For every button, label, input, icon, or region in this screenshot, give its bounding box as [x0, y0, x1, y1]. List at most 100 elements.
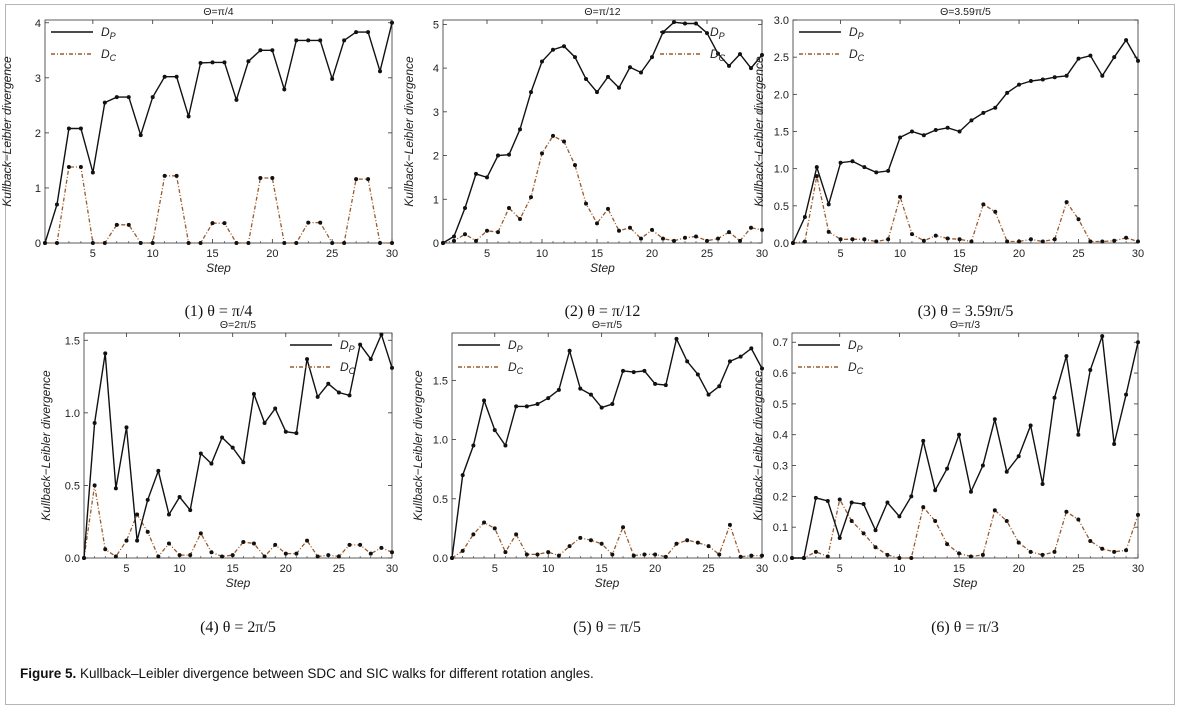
data-point-DP — [166, 512, 171, 517]
data-point-DC — [496, 230, 500, 235]
legend-label-sub: P — [110, 31, 116, 41]
data-point-DP — [162, 74, 167, 79]
data-point-DP — [78, 126, 83, 131]
y-axis-label: Kullback−Leibler divergence — [402, 56, 416, 207]
x-tick-label: 25 — [333, 563, 345, 575]
plot-frame — [44, 19, 393, 244]
data-point-DP — [610, 402, 615, 407]
data-point-DP — [174, 74, 179, 79]
x-tick-label: 25 — [1072, 563, 1084, 575]
x-tick-label: 25 — [326, 248, 338, 260]
data-point-DC — [599, 541, 604, 546]
data-point-DP — [150, 95, 155, 100]
data-point-DP — [188, 508, 193, 513]
data-point-DC — [368, 551, 373, 556]
data-point-DP — [849, 500, 854, 505]
legend-label-DP: DP — [340, 338, 355, 354]
data-point-DC — [198, 531, 203, 536]
y-tick-label: 1.0 — [774, 164, 789, 176]
plot-frame — [451, 332, 763, 559]
data-point-DP — [706, 392, 711, 397]
series-line-DC — [792, 175, 1139, 244]
data-point-DP — [886, 168, 891, 173]
data-point-DC — [336, 554, 341, 559]
data-point-DC — [760, 227, 764, 232]
figure-caption-text: Kullback–Leibler divergence between SDC … — [76, 666, 594, 681]
y-tick-label: 1.5 — [65, 335, 80, 347]
data-point-DC — [825, 554, 830, 559]
data-point-DP — [1124, 38, 1129, 43]
data-point-DC — [727, 522, 732, 527]
data-point-DC — [1064, 200, 1069, 205]
y-tick-label: 0.1 — [773, 522, 788, 534]
data-point-DC — [166, 541, 171, 546]
y-tick-label: 1.5 — [774, 127, 789, 139]
data-point-DP — [342, 38, 347, 43]
data-point-DP — [717, 384, 722, 389]
legend-label-DC: DC — [848, 360, 864, 376]
data-point-DP — [909, 129, 914, 134]
data-point-DC — [813, 549, 818, 554]
legend-label-DC: DC — [849, 47, 865, 63]
data-point-DC — [220, 554, 225, 559]
data-point-DC — [993, 209, 998, 214]
data-point-DP — [82, 556, 86, 560]
legend-label-main: D — [710, 47, 719, 61]
panel-caption: (4) θ = 2π/5 — [200, 619, 276, 636]
legend-label-DC: DC — [710, 47, 726, 63]
data-point-DP — [1076, 432, 1081, 437]
data-point-DC — [1028, 237, 1033, 242]
data-point-DP — [230, 445, 235, 450]
data-point-DP — [760, 52, 764, 57]
data-point-DP — [885, 500, 890, 505]
data-point-DP — [968, 489, 973, 494]
data-point-DC — [282, 241, 287, 245]
data-point-DC — [492, 526, 497, 531]
y-tick-label: 0.0 — [774, 238, 789, 250]
data-point-DP — [126, 95, 131, 100]
data-point-DC — [1124, 548, 1129, 553]
data-point-DC — [610, 552, 615, 557]
data-point-DC — [749, 225, 753, 230]
data-point-DP — [790, 556, 794, 560]
y-tick-label: 0.0 — [65, 553, 80, 565]
data-point-DP — [518, 127, 522, 132]
x-tick-label: 20 — [1013, 248, 1025, 260]
series-line-DC — [45, 166, 392, 244]
data-point-DC — [283, 551, 288, 556]
chart-panel-2: Θ=π/12 5 10 15 20 25 30 0 1 2 3 4 5 Step Kullback−Leib… — [402, 6, 768, 320]
data-point-DC — [1028, 549, 1033, 554]
data-point-DC — [642, 552, 647, 557]
data-point-DP — [1064, 73, 1069, 78]
series-line-DP — [44, 22, 393, 244]
data-point-DC — [945, 542, 950, 547]
data-point-DC — [873, 545, 878, 550]
x-tick-label: 5 — [123, 563, 129, 575]
data-point-DC — [921, 238, 926, 243]
data-point-DC — [921, 505, 926, 510]
legend-label-sub: P — [517, 344, 523, 354]
data-point-DC — [330, 241, 335, 245]
y-tick-label: 2 — [433, 151, 439, 163]
y-tick-label: 0.4 — [773, 430, 788, 442]
y-tick-label: 0.5 — [65, 480, 80, 492]
data-point-DP — [113, 486, 118, 491]
data-point-DC — [162, 173, 167, 178]
x-tick-label: 15 — [591, 248, 603, 260]
data-point-DP — [738, 354, 743, 359]
data-point-DP — [258, 48, 263, 53]
x-tick-label: 15 — [596, 563, 608, 575]
data-point-DC — [727, 230, 731, 235]
x-tick-label: 15 — [953, 563, 965, 575]
data-point-DC — [957, 551, 962, 556]
x-tick-label: 30 — [1132, 563, 1144, 575]
data-point-DC — [78, 165, 83, 170]
y-tick-label: 5 — [433, 19, 439, 31]
legend-label-DC: DC — [340, 360, 356, 376]
data-point-DP — [588, 392, 593, 397]
data-point-DC — [251, 541, 256, 546]
data-point-DC — [294, 241, 299, 245]
data-point-DC — [628, 225, 632, 230]
chart-title: Θ=π/3 — [950, 319, 980, 331]
data-point-DP — [653, 381, 658, 386]
